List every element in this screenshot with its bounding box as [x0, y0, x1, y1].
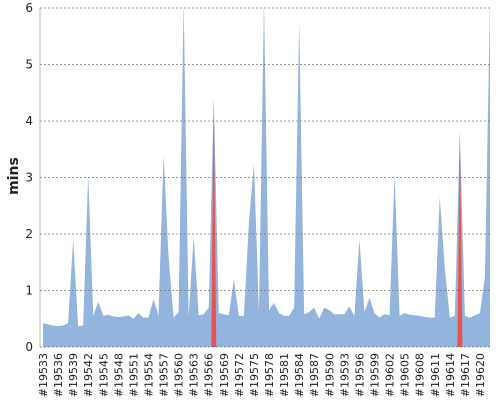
x-tick-label: #19617: [459, 353, 472, 397]
y-tick-label: 1: [25, 284, 33, 298]
highlight-spike: [457, 132, 463, 347]
x-tick-label: #19581: [278, 353, 291, 397]
x-tick-label: #19548: [112, 353, 125, 397]
x-tick-label: #19566: [203, 353, 216, 397]
x-tick-label: #19578: [263, 353, 276, 397]
y-tick-label: 4: [25, 114, 33, 128]
x-tick-label: #19563: [188, 353, 201, 397]
y-axis-label: mins: [6, 157, 22, 195]
y-tick-label: 3: [25, 171, 33, 185]
area: [43, 8, 490, 347]
y-tick-label: 6: [25, 1, 33, 15]
y-tick-label: 5: [25, 58, 33, 72]
x-tick-label: #19602: [384, 353, 397, 397]
x-tick-label: #19533: [37, 353, 50, 397]
x-tick-label: #19611: [429, 353, 442, 397]
plot-area: [43, 8, 490, 348]
x-tick-label: #19542: [82, 353, 95, 397]
highlight-spike: [211, 98, 217, 348]
x-tick-label: #19608: [414, 353, 427, 397]
x-tick-label: #19620: [474, 353, 487, 397]
x-tick-label: #19593: [338, 353, 351, 397]
y-tick-label: 2: [25, 227, 33, 241]
x-tick-label: #19572: [233, 353, 246, 397]
x-tick-label: #19575: [248, 353, 261, 397]
x-tick-label: #19536: [52, 353, 65, 397]
x-tick-label: #19587: [308, 353, 321, 397]
x-tick-label: #19596: [353, 353, 366, 397]
x-tick-label: #19545: [97, 353, 110, 397]
x-tick-label: #19569: [218, 353, 231, 397]
x-tick-label: #19614: [444, 353, 457, 397]
x-tick-label: #19554: [142, 353, 155, 397]
x-tick-label: #19539: [67, 353, 80, 397]
x-tick-label: #19605: [399, 353, 412, 397]
x-tick-label: #19551: [127, 353, 140, 397]
x-tick-label: #19560: [173, 353, 186, 397]
x-tick-label: #19590: [323, 353, 336, 397]
x-tick-label: #19584: [293, 353, 306, 397]
x-tick-label: #19599: [368, 353, 381, 397]
y-tick-label: 0: [25, 340, 33, 354]
x-tick-label: #19557: [158, 353, 171, 397]
